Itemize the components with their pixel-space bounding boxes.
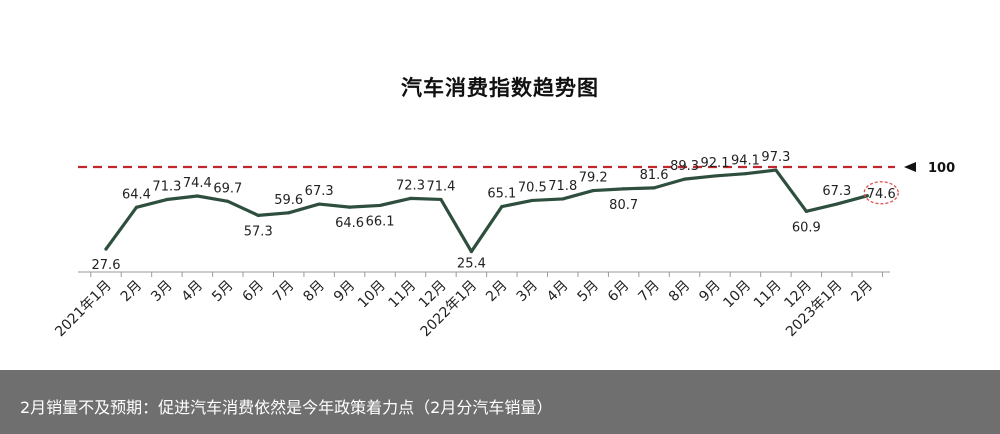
x-tick-label: 5月 xyxy=(209,278,237,306)
x-tick-label: 9月 xyxy=(696,278,724,306)
x-tick-label: 4月 xyxy=(179,278,207,306)
data-label: 69.7 xyxy=(213,181,242,196)
data-point xyxy=(317,202,321,206)
data-label: 71.3 xyxy=(152,180,181,195)
data-point xyxy=(865,194,869,198)
x-tick-label: 2月 xyxy=(483,278,511,306)
highlight-circle xyxy=(863,181,899,205)
data-point xyxy=(408,196,413,200)
x-tick-label: 2月 xyxy=(849,278,877,306)
data-point xyxy=(195,194,199,198)
x-tick-label: 3月 xyxy=(514,278,542,306)
x-tick-label: 8月 xyxy=(300,278,328,306)
x-tick-label: 7月 xyxy=(635,278,663,306)
x-tick-label: 11月 xyxy=(386,278,420,312)
data-point xyxy=(469,249,473,254)
data-label: 79.2 xyxy=(579,171,608,186)
data-point xyxy=(134,205,139,209)
data-label: 71.4 xyxy=(426,179,455,194)
caption-bar: 2月销量不及预期：促进汽车消费依然是今年政策着力点（2月分汽车销量） xyxy=(0,370,1000,434)
data-point xyxy=(348,205,352,209)
data-point xyxy=(774,168,778,172)
data-label: 92.1 xyxy=(701,156,730,171)
data-label: 65.1 xyxy=(487,187,516,202)
reference-label: 100 xyxy=(928,161,955,176)
data-label: 67.3 xyxy=(305,184,334,199)
data-label: 94.1 xyxy=(731,154,760,169)
data-label: 25.4 xyxy=(457,257,486,272)
data-point xyxy=(500,204,504,209)
x-tick-label: 11月 xyxy=(751,278,785,312)
x-tick-label: 3月 xyxy=(148,278,176,306)
data-point xyxy=(743,172,748,176)
x-tick-label: 2021年1月 xyxy=(52,278,115,341)
x-tick-label: 7月 xyxy=(270,278,298,306)
data-label: 72.3 xyxy=(396,178,425,193)
data-label: 80.7 xyxy=(609,198,638,213)
data-label: 66.1 xyxy=(366,214,395,229)
x-tick-label: 10月 xyxy=(355,278,389,312)
data-point xyxy=(591,188,595,193)
data-label: 64.4 xyxy=(122,187,151,202)
data-point xyxy=(804,209,808,213)
chart-title: 汽车消费指数趋势图 xyxy=(401,76,599,100)
data-point xyxy=(530,198,534,203)
data-label: 64.6 xyxy=(335,216,364,231)
data-label: 74.4 xyxy=(183,176,212,191)
data-label: 60.9 xyxy=(792,220,821,235)
data-point xyxy=(104,247,108,251)
data-point xyxy=(165,197,169,202)
data-label: 57.3 xyxy=(244,224,273,239)
data-label: 89.3 xyxy=(670,159,699,174)
data-label: 67.3 xyxy=(822,184,851,199)
data-point xyxy=(287,211,291,215)
data-point xyxy=(256,213,260,217)
data-label: 71.8 xyxy=(548,179,577,194)
data-point xyxy=(226,199,230,203)
data-point xyxy=(622,187,626,191)
x-tick-label: 2月 xyxy=(118,278,146,306)
data-label: 81.6 xyxy=(640,168,669,183)
reference-arrow xyxy=(904,162,916,172)
series-line xyxy=(104,168,869,254)
x-tick-label: 10月 xyxy=(720,278,754,312)
data-point xyxy=(652,186,656,190)
x-tick-label: 6月 xyxy=(605,278,633,306)
data-label: 27.6 xyxy=(92,258,121,273)
x-tick-label: 8月 xyxy=(666,278,694,306)
data-point xyxy=(713,174,717,178)
data-label: 74.6 xyxy=(867,187,896,202)
data-label: 70.5 xyxy=(518,180,547,195)
caption-text: 2月销量不及预期：促进汽车消费依然是今年政策着力点（2月分汽车销量） xyxy=(20,398,553,417)
data-label: 59.6 xyxy=(274,193,303,208)
x-tick-label: 5月 xyxy=(575,278,603,306)
x-tick-label: 6月 xyxy=(240,278,268,306)
data-point xyxy=(439,197,443,202)
line-chart: 100 27.664.471.3 74.4 69.757.359.667.364.6… xyxy=(52,150,955,341)
data-point xyxy=(378,203,382,208)
x-tick-label: 9月 xyxy=(331,278,359,306)
data-point xyxy=(561,197,565,201)
data-label: 97.3 xyxy=(761,150,790,165)
data-point xyxy=(682,177,687,181)
x-tick-label: 4月 xyxy=(544,278,572,306)
data-point xyxy=(835,202,839,206)
